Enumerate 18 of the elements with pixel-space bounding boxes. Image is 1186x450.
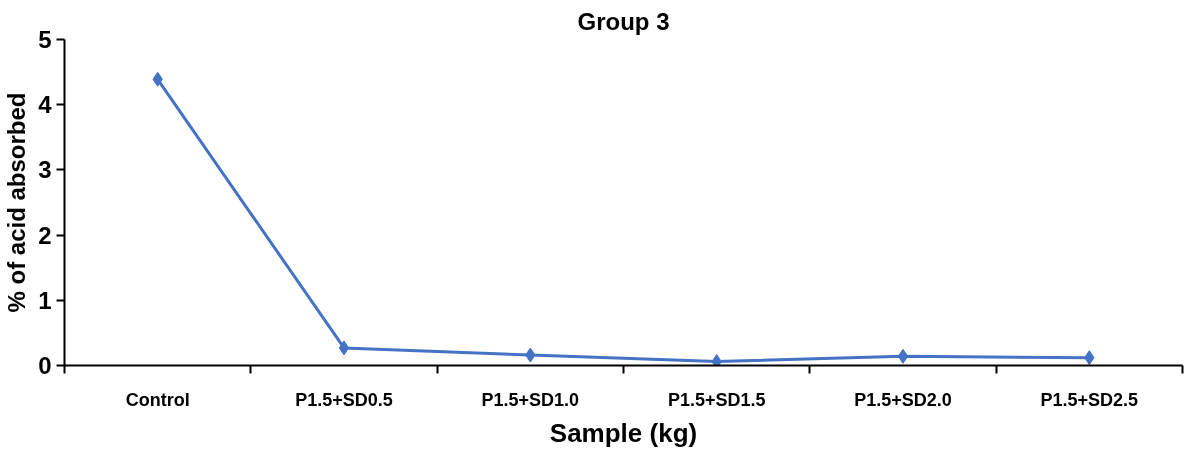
y-tick-label: 4 [38,91,53,119]
x-axis-title: Sample (kg) [549,417,698,448]
x-tick-label: P1.5+SD1.0 [481,389,580,410]
chart-title: Group 3 [577,7,670,35]
y-tick-label: 0 [38,352,52,379]
x-tick-label: P1.5+SD2.0 [854,389,952,410]
y-axis-title: % of acid absorbed [3,92,31,313]
y-tick-label: 1 [38,286,52,314]
y-tick-label: 3 [38,156,52,184]
x-tick-label: P1.5+SD0.5 [295,389,393,410]
y-tick-label: 5 [38,26,52,53]
y-tick-label: 2 [38,221,52,249]
x-tick-label: P1.5+SD2.5 [1040,389,1139,410]
x-tick-label: Control [125,389,190,410]
x-tick-label: P1.5+SD1.5 [667,389,766,410]
point [897,348,909,364]
point [338,340,350,356]
point [711,354,722,366]
